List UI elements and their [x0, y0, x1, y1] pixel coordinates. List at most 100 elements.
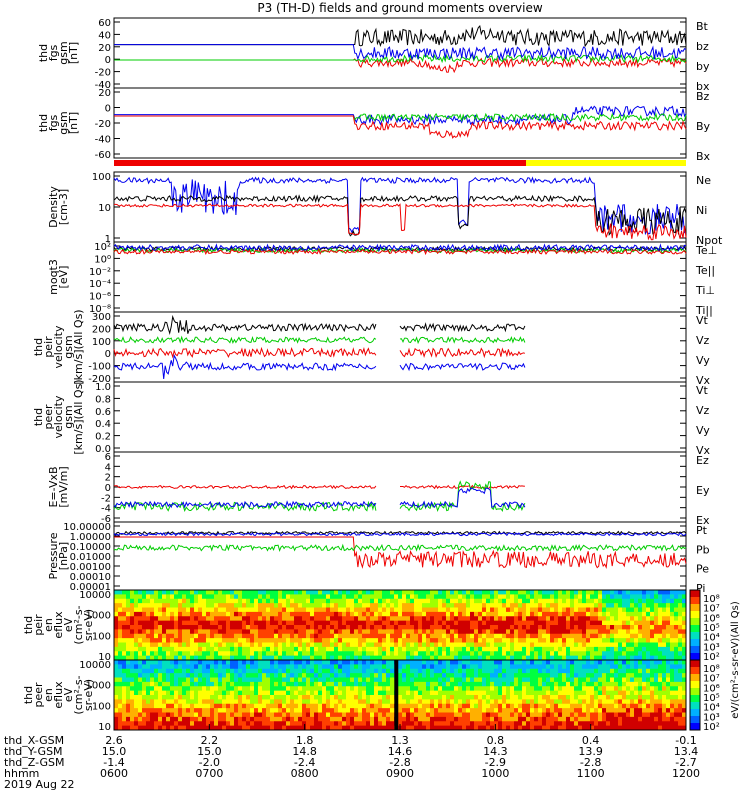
heat-cell	[666, 646, 671, 652]
ytick-label: 1.00000	[70, 532, 111, 543]
heat-cell	[250, 603, 255, 608]
heat-cell	[526, 708, 531, 713]
heat-cell	[118, 721, 123, 727]
heat-cell	[682, 638, 687, 643]
heat-cell	[286, 681, 291, 687]
heat-cell	[166, 660, 171, 665]
heat-cell	[570, 611, 575, 617]
heat-cell	[266, 703, 271, 709]
heat-cell	[494, 611, 499, 617]
heat-cell	[138, 712, 143, 718]
heat-cell	[590, 598, 595, 604]
heat-cell	[470, 677, 475, 683]
heat-cell	[502, 642, 507, 648]
heat-cell	[326, 721, 331, 727]
heat-cell	[470, 590, 475, 595]
heat-cell	[226, 668, 231, 674]
heat-cell	[678, 712, 683, 718]
heat-cell	[230, 673, 235, 678]
heat-cell	[414, 646, 419, 652]
heat-cell	[614, 620, 619, 626]
heat-cell	[566, 664, 571, 670]
heat-cell	[254, 677, 259, 683]
heat-cell	[662, 603, 667, 608]
heat-cell	[402, 686, 407, 692]
heat-cell	[450, 725, 455, 731]
heat-cell	[134, 625, 139, 630]
heat-cell	[494, 716, 499, 722]
heat-cell	[354, 703, 359, 709]
heat-cell	[170, 594, 175, 600]
heat-cell	[678, 603, 683, 608]
heat-cell	[502, 629, 507, 635]
heat-cell	[342, 590, 347, 595]
heat-cell	[126, 590, 131, 595]
heat-cell	[146, 590, 151, 595]
heat-cell	[310, 638, 315, 643]
heat-cell	[526, 721, 531, 727]
heat-cell	[398, 590, 403, 595]
heat-cell	[602, 590, 607, 595]
heat-cell	[534, 594, 539, 600]
heat-cell	[434, 638, 439, 643]
heat-cell	[190, 703, 195, 709]
heat-cell	[546, 642, 551, 648]
heat-cell	[266, 629, 271, 635]
heat-cell	[146, 655, 151, 661]
heat-cell	[126, 703, 131, 709]
heat-cell	[338, 598, 343, 604]
heat-cell	[306, 590, 311, 595]
heat-cell	[210, 677, 215, 683]
heat-cell	[186, 638, 191, 643]
heat-cell	[394, 616, 399, 622]
heat-cell	[210, 695, 215, 700]
heat-cell	[526, 607, 531, 613]
heat-cell	[314, 673, 319, 678]
heat-cell	[206, 607, 211, 613]
heat-cell	[638, 633, 643, 639]
heat-cell	[134, 664, 139, 670]
heat-cell	[450, 655, 455, 661]
heat-cell	[378, 725, 383, 731]
heat-cell	[610, 642, 615, 648]
heat-cell	[590, 629, 595, 635]
heat-cell	[198, 699, 203, 705]
heat-cell	[242, 721, 247, 727]
heat-cell	[514, 598, 519, 604]
heat-cell	[130, 677, 135, 683]
heat-cell	[266, 642, 271, 648]
heat-cell	[230, 594, 235, 600]
heat-cell	[658, 725, 663, 731]
heat-cell	[330, 664, 335, 670]
heat-cell	[126, 708, 131, 713]
heat-cell	[358, 611, 363, 617]
heat-cell	[378, 642, 383, 648]
heat-cell	[570, 708, 575, 713]
heat-cell	[530, 721, 535, 727]
heat-cell	[282, 664, 287, 670]
heat-cell	[278, 638, 283, 643]
heat-cell	[462, 625, 467, 630]
heat-cell	[438, 616, 443, 622]
heat-cell	[514, 708, 519, 713]
heat-cell	[326, 699, 331, 705]
heat-cell	[226, 708, 231, 713]
heat-cell	[182, 699, 187, 705]
heat-cell	[266, 699, 271, 705]
heat-cell	[610, 664, 615, 670]
heat-cell	[202, 695, 207, 700]
heat-cell	[654, 607, 659, 613]
heat-cell	[246, 616, 251, 622]
heat-cell	[530, 651, 535, 657]
heat-cell	[426, 681, 431, 687]
heat-cell	[354, 677, 359, 683]
heat-cell	[194, 721, 199, 727]
heat-cell	[158, 703, 163, 709]
heat-cell	[678, 638, 683, 643]
heat-cell	[670, 651, 675, 657]
heat-cell	[162, 607, 167, 613]
heat-cell	[654, 673, 659, 678]
heat-cell	[478, 616, 483, 622]
heat-cell	[654, 703, 659, 709]
heat-cell	[234, 712, 239, 718]
